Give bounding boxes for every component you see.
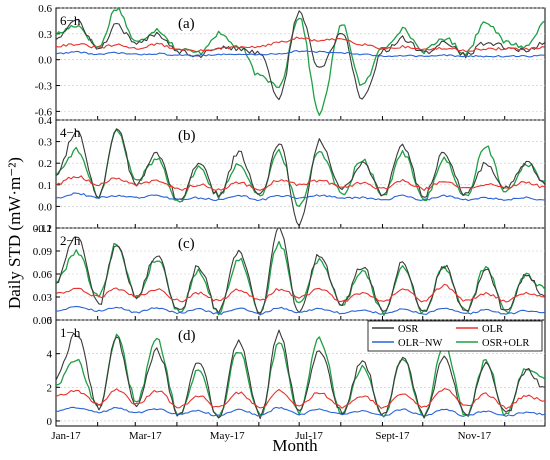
interval-label: 4−h xyxy=(60,125,81,140)
series-group xyxy=(56,329,545,420)
month-tick-label: Jul-17 xyxy=(295,430,323,442)
panel-frame xyxy=(55,119,546,229)
series-line-olr xyxy=(56,388,545,410)
y-axis-title: Daily STD (mW·m⁻²) xyxy=(5,157,24,309)
y-tick-label: 0.2 xyxy=(38,158,52,170)
legend-label: OSR xyxy=(398,324,418,335)
series-line-osr xyxy=(56,128,545,227)
y-tick-label: 0.03 xyxy=(33,292,53,304)
legend-label: OLR xyxy=(482,324,503,335)
legend-box xyxy=(367,320,543,352)
y-tick-label: 0.1 xyxy=(38,180,52,192)
y-tick-label: -0.6 xyxy=(35,106,53,118)
y-tick-label: 0.4 xyxy=(38,115,52,127)
month-tick-label: Sept-17 xyxy=(375,430,410,442)
series-line-olr-nw xyxy=(56,192,545,202)
panel-a: 0.6 0.3 0.0 -0.3 -0.6 6−h (a) xyxy=(35,3,546,121)
series-line-olr xyxy=(56,283,545,303)
y-tick-label: 0.12 xyxy=(33,223,52,235)
panel-letter: (b) xyxy=(178,128,196,144)
series-line-olr xyxy=(56,36,545,53)
month-tick-label: Nov-17 xyxy=(458,430,492,442)
series-line-osr xyxy=(56,228,545,314)
y-tick-label: 0.0 xyxy=(38,201,52,213)
series-group xyxy=(56,228,545,317)
series-line-osr-plus-olr xyxy=(56,333,545,419)
month-tick-label: Jan-17 xyxy=(51,430,81,442)
legend: OSR OLR OLR−NW OSR+OLR xyxy=(367,320,543,352)
series-line-osr xyxy=(56,329,545,420)
panels-layer: 0.6 0.3 0.0 -0.3 -0.6 6−h (a) 0.4 0.3 0.2 0.1 0.0 -0… xyxy=(33,3,546,428)
panel-frame xyxy=(55,7,546,121)
y-tick-label: 0.0 xyxy=(38,55,52,67)
series-line-olr-nw xyxy=(56,305,545,316)
series-line-olr-nw xyxy=(56,50,545,58)
panel-letter: (d) xyxy=(178,328,196,344)
y-tick-label: 0.3 xyxy=(38,29,52,41)
y-tick-label: 6 xyxy=(47,315,53,327)
month-tick-label: Mar-17 xyxy=(129,430,162,442)
legend-label: OSR+OLR xyxy=(482,338,529,349)
series-line-osr xyxy=(56,10,545,101)
y-tick-label: 0.06 xyxy=(33,269,53,281)
y-tick-label: 0.00 xyxy=(33,315,53,327)
month-tick-labels: Jan-17 Mar-17 May-17 Jul-17 Sept-17 Nov-17 xyxy=(51,430,491,442)
x-axis-title: Month xyxy=(272,436,318,455)
interval-label: 6−h xyxy=(60,13,81,28)
panel-b: 0.4 0.3 0.2 0.1 0.0 -0.1 4−h (b) xyxy=(35,115,546,235)
series-line-olr xyxy=(56,175,545,192)
series-group xyxy=(56,128,545,227)
month-tick-label: May-17 xyxy=(210,430,245,442)
y-tick-label: 0.3 xyxy=(38,137,52,149)
y-tick-label: 0 xyxy=(47,416,53,428)
panel-c: 0.12 0.09 0.06 0.03 0.00 2−h (c) xyxy=(33,223,546,327)
interval-label: 1−h xyxy=(60,325,81,340)
series-line-osr-plus-olr xyxy=(56,8,545,116)
series-line-osr-plus-olr xyxy=(56,129,545,208)
y-tick-label: 2 xyxy=(47,382,53,394)
panel-letter: (a) xyxy=(178,16,195,32)
series-line-olr-nw xyxy=(56,406,545,417)
y-tick-label: -0.3 xyxy=(35,81,53,93)
panel-letter: (c) xyxy=(178,236,195,252)
interval-label: 2−h xyxy=(60,233,81,248)
y-tick-label: -0.1 xyxy=(35,223,52,235)
legend-label: OLR−NW xyxy=(398,338,443,349)
y-tick-label: 0.09 xyxy=(33,246,53,258)
y-tick-label: 4 xyxy=(47,349,53,361)
series-group xyxy=(56,8,545,116)
panel-d: 6 4 2 0 1−h (d) xyxy=(47,315,546,428)
y-tick-label: 0.6 xyxy=(38,3,52,15)
